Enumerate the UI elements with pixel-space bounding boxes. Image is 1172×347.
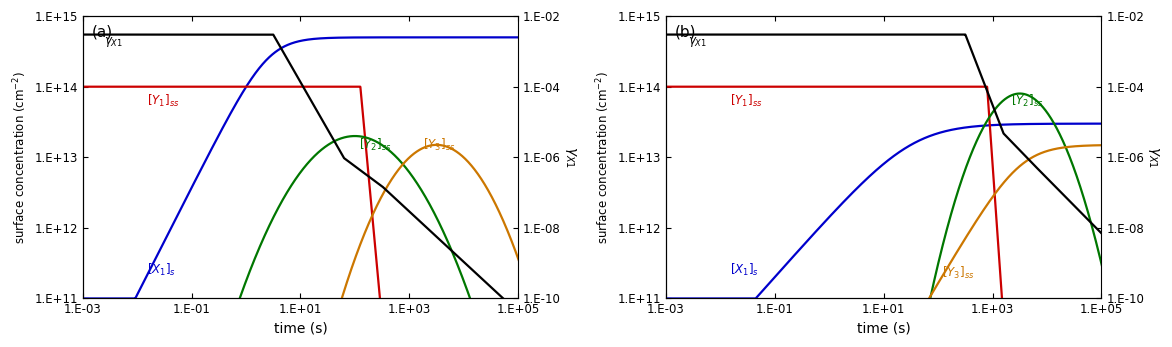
Text: $[Y_2]_{ss}$: $[Y_2]_{ss}$ [1011,93,1044,109]
Y-axis label: $\gamma_{X1}$: $\gamma_{X1}$ [563,146,578,168]
Text: $[Y_3]_{ss}$: $[Y_3]_{ss}$ [423,137,456,153]
Y-axis label: surface concentration (cm$^{-2}$): surface concentration (cm$^{-2}$) [594,71,612,244]
Text: (b): (b) [675,25,696,40]
Text: $\gamma_{X1}$: $\gamma_{X1}$ [104,35,123,49]
Y-axis label: $\gamma_{X1}$: $\gamma_{X1}$ [1146,146,1161,168]
Text: (a): (a) [91,25,113,40]
Text: $[Y_1]_{ss}$: $[Y_1]_{ss}$ [146,93,179,109]
X-axis label: time (s): time (s) [857,322,911,336]
X-axis label: time (s): time (s) [273,322,327,336]
Y-axis label: surface concentration (cm$^{-2}$): surface concentration (cm$^{-2}$) [11,71,28,244]
Text: $[X_1]_s$: $[X_1]_s$ [730,262,759,278]
Text: $\gamma_{X1}$: $\gamma_{X1}$ [688,35,707,49]
Text: $[Y_2]_{ss}$: $[Y_2]_{ss}$ [359,137,391,153]
Text: $[X_1]_s$: $[X_1]_s$ [146,262,176,278]
Text: $[Y_1]_{ss}$: $[Y_1]_{ss}$ [730,93,762,109]
Text: $[Y_3]_{ss}$: $[Y_3]_{ss}$ [942,265,975,281]
